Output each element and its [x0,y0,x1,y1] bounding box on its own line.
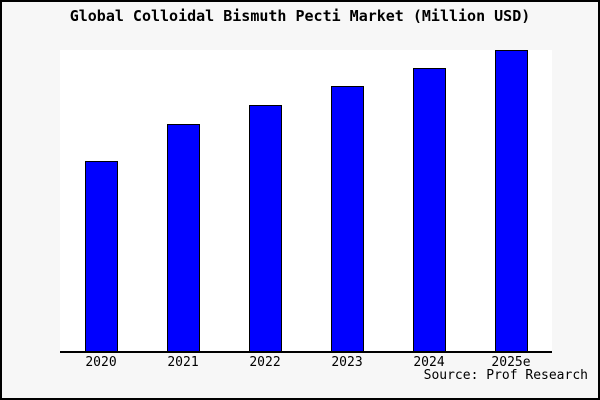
x-tick-label-2024: 2024 [413,355,445,370]
x-axis-labels: 2020 2021 2022 2023 2024 2025e [60,355,552,372]
bar-2022 [248,105,282,351]
x-tick-label-2020: 2020 [85,355,117,370]
bar-2023 [330,86,364,351]
bar-2020 [84,161,118,351]
x-tick-label-2021: 2021 [167,355,199,370]
plot-area [60,50,552,353]
source-credit: Source: Prof Research [423,368,588,383]
chart-title: Global Colloidal Bismuth Pecti Market (M… [69,7,531,25]
bar-2021 [166,124,200,351]
x-tick-label-2023: 2023 [331,355,363,370]
bar-2024 [412,68,446,351]
x-tick-label-2022: 2022 [249,355,281,370]
x-tick-label-2025e: 2025e [491,355,531,370]
bar-2025e [494,50,528,351]
